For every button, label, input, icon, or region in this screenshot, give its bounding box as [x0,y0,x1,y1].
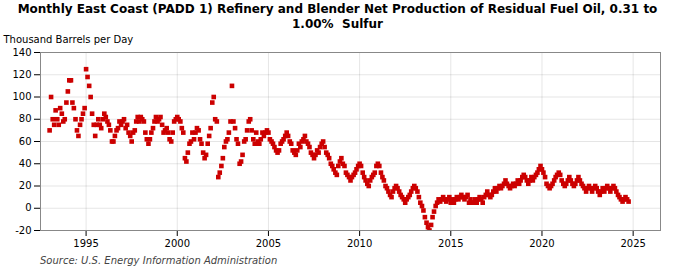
svg-text:120: 120 [12,69,31,80]
svg-text:20: 20 [19,180,32,191]
svg-text:2015: 2015 [438,238,463,249]
svg-text:60: 60 [19,136,32,147]
svg-text:-20: -20 [15,225,31,236]
svg-text:2000: 2000 [165,238,190,249]
svg-text:1995: 1995 [73,238,98,249]
svg-text:2020: 2020 [529,238,554,249]
svg-text:2005: 2005 [256,238,281,249]
svg-text:100: 100 [12,91,31,102]
svg-text:80: 80 [19,113,32,124]
html-text:Monthly East Coast (PADD 1) Re: Monthly East Coast (PADD 1) Refinery and… [17,2,658,31]
svg-text:2025: 2025 [620,238,645,249]
html-text:Source: U.S. Energy Informatio: Source: U.S. Energy Information Administ… [40,255,278,266]
svg-text:0: 0 [25,202,31,213]
svg-text:Thousand Barrels per Day: Thousand Barrels per Day [3,34,134,45]
svg-text:2010: 2010 [347,238,372,249]
svg-text:140: 140 [12,47,31,58]
svg-text:40: 40 [19,158,32,169]
